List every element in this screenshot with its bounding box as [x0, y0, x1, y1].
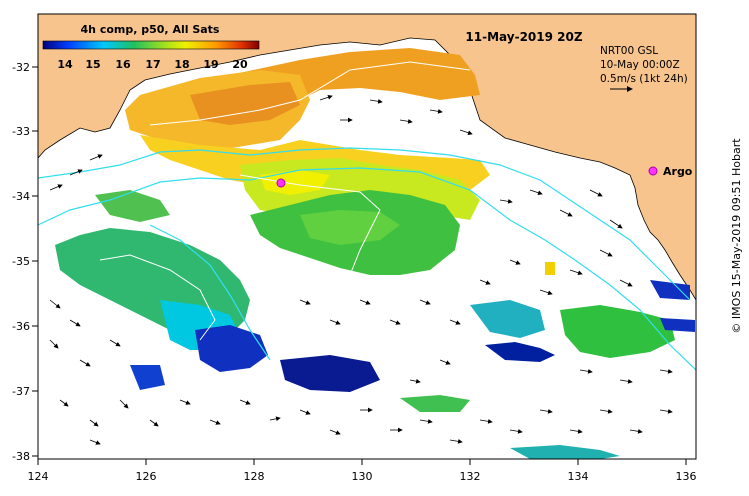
argo-marker-2[interactable] — [648, 166, 658, 176]
colorbar-legend: 4h comp, p50, All Sats 14 15 16 17 18 19… — [42, 23, 260, 71]
info-line-2: 10-May 00:00Z — [600, 59, 680, 71]
x-tick-label: 136 — [676, 470, 697, 483]
current-vectors — [49, 94, 673, 445]
argo-marker-1[interactable] — [276, 178, 286, 188]
info-block: NRT00 GSL 10-May 00:00Z 0.5m/s (1kt 24h) — [600, 45, 688, 92]
x-tick-marks — [37, 459, 687, 465]
y-tick-label: -37 — [12, 385, 30, 398]
y-tick-label: -34 — [12, 190, 30, 203]
colorbar-title: 4h comp, p50, All Sats — [81, 23, 220, 36]
colorbar-tick: 16 — [115, 58, 131, 71]
colorbar-tick: 18 — [174, 58, 189, 71]
sst-layer — [55, 48, 695, 459]
y-tick-labels: -32 -33 -34 -35 -36 -37 -38 — [12, 61, 30, 463]
info-line-1: NRT00 GSL — [600, 45, 658, 57]
colorbar-tick: 17 — [145, 58, 160, 71]
y-tick-marks — [32, 66, 38, 457]
y-tick-label: -38 — [12, 450, 30, 463]
date-title: 11-May-2019 20Z — [465, 30, 582, 44]
sst-contours — [99, 61, 471, 341]
info-line-3: 0.5m/s (1kt 24h) — [600, 73, 688, 85]
y-tick-label: -36 — [12, 320, 30, 333]
y-tick-label: -32 — [12, 61, 30, 74]
y-tick-label: -33 — [12, 125, 30, 138]
x-tick-labels: 124 126 128 130 132 134 136 — [28, 470, 697, 483]
colorbar-tick: 14 — [57, 58, 73, 71]
colorbar — [42, 40, 260, 50]
plot-frame — [37, 13, 697, 460]
credit-text: © IMOS 15-May-2019 09:51 Hobart — [730, 138, 743, 334]
x-tick-label: 132 — [460, 470, 481, 483]
x-tick-label: 126 — [136, 470, 157, 483]
y-tick-label: -35 — [12, 255, 30, 268]
x-tick-label: 128 — [244, 470, 265, 483]
colorbar-tick: 20 — [232, 58, 248, 71]
colorbar-tick: 15 — [85, 58, 100, 71]
x-tick-label: 134 — [568, 470, 589, 483]
x-tick-label: 130 — [352, 470, 373, 483]
bathymetry-contours — [38, 147, 696, 371]
x-tick-label: 124 — [28, 470, 49, 483]
colorbar-tick: 19 — [203, 58, 218, 71]
argo-label: Argo — [663, 165, 693, 178]
